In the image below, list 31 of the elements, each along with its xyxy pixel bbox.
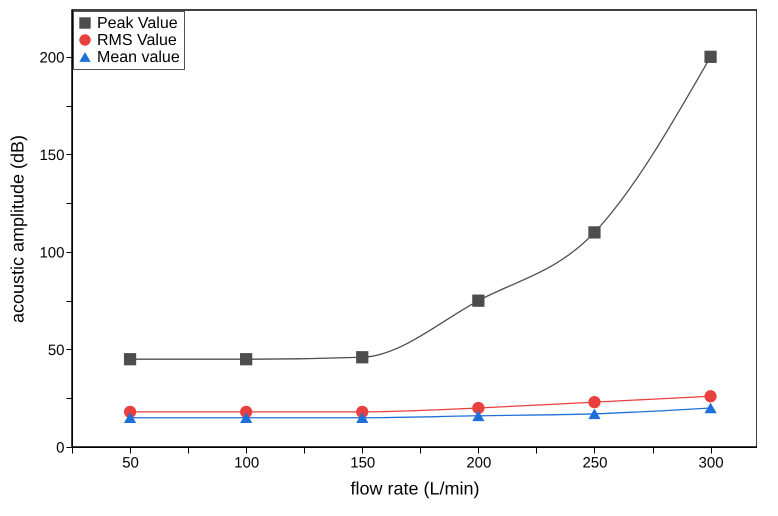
point bbox=[588, 396, 601, 408]
point bbox=[704, 50, 717, 63]
x-tick-label: 200 bbox=[466, 454, 492, 472]
point bbox=[472, 410, 484, 422]
x-axis-title: flow rate (L/min) bbox=[350, 478, 480, 498]
y-axis-title: acoustic amplitude (dB) bbox=[7, 134, 28, 324]
y-tick-label: 50 bbox=[48, 342, 64, 359]
point bbox=[240, 412, 252, 424]
point bbox=[704, 390, 717, 402]
point bbox=[588, 226, 601, 239]
x-tick-label: 250 bbox=[582, 454, 608, 472]
point bbox=[704, 402, 717, 414]
y-tick-label: 150 bbox=[39, 146, 64, 164]
point bbox=[356, 412, 368, 424]
x-tick-label: 50 bbox=[122, 454, 139, 472]
point bbox=[588, 408, 601, 420]
y-tick-label: 100 bbox=[39, 244, 64, 262]
point bbox=[124, 353, 136, 366]
point bbox=[472, 294, 484, 307]
legend-label: Mean value bbox=[97, 49, 180, 66]
x-tick-label: 100 bbox=[234, 454, 260, 472]
x-tick-label: 300 bbox=[698, 454, 724, 472]
y-tick-label: 0 bbox=[56, 440, 64, 456]
point bbox=[472, 402, 484, 414]
legend-label: RMS Value bbox=[97, 32, 177, 49]
point bbox=[356, 351, 368, 364]
y-tick-label: 200 bbox=[39, 49, 64, 66]
legend-label: Peak Value bbox=[97, 15, 178, 32]
x-tick-label: 150 bbox=[350, 454, 376, 472]
point bbox=[240, 353, 252, 366]
point bbox=[124, 412, 136, 424]
